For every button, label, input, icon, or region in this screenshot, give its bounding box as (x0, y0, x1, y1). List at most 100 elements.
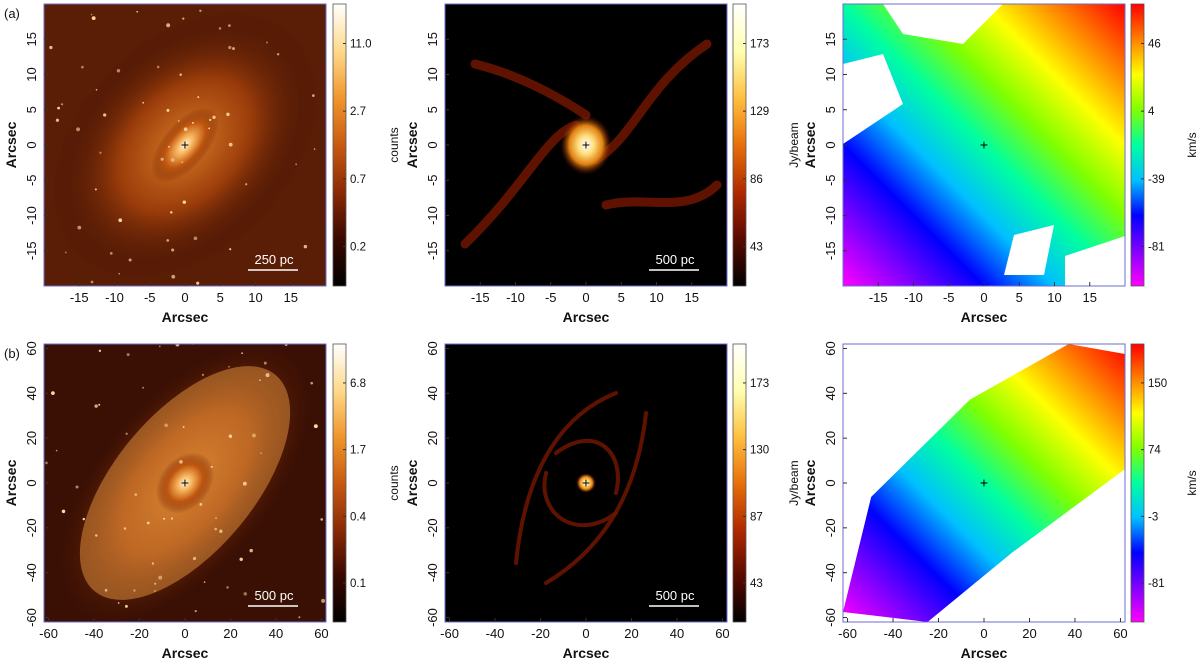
x-axis-label: Arcsec (563, 309, 610, 325)
y-tick-label: -40 (823, 563, 838, 582)
colorbar-tick-label: 173 (750, 378, 769, 390)
x-tick-label: 15 (685, 290, 699, 305)
x-tick-label: 40 (670, 626, 684, 641)
colorbar-tick-label: 43 (750, 242, 763, 254)
x-tick-label: -20 (531, 626, 550, 641)
y-tick-label: 10 (425, 67, 440, 81)
row-a-co-panel: + -15 -15 -10 -10 -5 -5 0 0 5 5 10 10 15 15 Arcsec Arcse… (404, 3, 801, 325)
y-tick-label: 15 (823, 32, 838, 46)
x-tick-label: -5 (943, 290, 955, 305)
velocity-image: + (843, 344, 1125, 622)
colorbar-label: Jy/beam (787, 460, 801, 505)
colorbar-tick-label: 0.7 (350, 174, 366, 186)
colorbar-tick-label: -39 (1148, 174, 1165, 186)
colorbar-tick-label: -3 (1148, 511, 1158, 523)
y-tick-label: -20 (24, 518, 39, 537)
colorbar-tick-label: 0.2 (350, 242, 366, 254)
colorbar (732, 343, 747, 623)
x-tick-label: -40 (486, 626, 505, 641)
x-tick-label: 60 (314, 626, 328, 641)
y-tick-label: 60 (425, 341, 440, 355)
x-tick-label: -40 (85, 626, 104, 641)
x-tick-label: 40 (269, 626, 283, 641)
center-marker: + (980, 137, 988, 153)
y-axis-label: Arcsec (404, 121, 420, 168)
row-a-label: (a) (4, 6, 20, 21)
x-tick-label: 40 (1068, 626, 1082, 641)
colorbar (1130, 343, 1145, 623)
x-tick-label: 15 (1083, 290, 1097, 305)
y-tick-label: 5 (823, 106, 838, 113)
y-tick-label: -60 (823, 608, 838, 627)
x-tick-label: -40 (884, 626, 903, 641)
y-axis-label: Arcsec (404, 459, 420, 506)
x-tick-label: -20 (130, 626, 149, 641)
colorbar-label: counts (387, 127, 401, 162)
row-a-optical-panel: + -15 -15 -10 -10 -5 -5 0 0 5 5 10 10 15 15 Arcsec Arcse… (3, 3, 401, 325)
co-image: + (445, 4, 727, 286)
y-tick-label: 40 (823, 386, 838, 400)
colorbar-tick-label: 4 (1148, 106, 1155, 118)
x-axis-label: Arcsec (162, 309, 209, 325)
y-tick-label: 15 (24, 32, 39, 46)
colorbar-tick-label: 1.7 (350, 445, 366, 457)
center-marker: + (582, 475, 590, 491)
x-tick-label: -60 (838, 626, 857, 641)
optical-image: + (44, 344, 326, 622)
y-tick-label: 0 (823, 479, 838, 486)
y-tick-label: 15 (425, 32, 440, 46)
y-tick-label: 0 (425, 479, 440, 486)
y-tick-label: 20 (823, 431, 838, 445)
x-tick-label: -10 (105, 290, 124, 305)
y-tick-label: -5 (823, 174, 838, 186)
colorbar-tick-label: 0.4 (350, 511, 367, 523)
center-marker: + (980, 475, 988, 491)
center-marker: + (181, 137, 189, 153)
center-marker: + (181, 475, 189, 491)
x-tick-label: 15 (284, 290, 298, 305)
x-axis-label: Arcsec (961, 645, 1008, 661)
y-axis-label: Arcsec (3, 459, 19, 506)
scale-bar-label: 500 pc (655, 588, 695, 603)
y-tick-label: 40 (425, 386, 440, 400)
y-tick-label: -15 (823, 241, 838, 260)
x-tick-label: 5 (618, 290, 625, 305)
row-a-velocity-panel: + -15 -15 -10 -10 -5 -5 0 0 5 5 10 10 15 15 Arcsec Arcse… (802, 3, 1199, 325)
scale-bar-label: 250 pc (254, 252, 294, 267)
y-tick-label: 0 (823, 141, 838, 148)
center-marker: + (582, 137, 590, 153)
row-b-optical-panel: + -60-60 -40 -40 -20 -20 0 0 20 20 40 40 60 60 Arcsec A… (3, 341, 401, 661)
colorbar-label: km/s (1185, 470, 1199, 495)
y-tick-label: 10 (823, 67, 838, 81)
x-axis-label: Arcsec (961, 309, 1008, 325)
colorbar-label: km/s (1185, 132, 1199, 157)
y-tick-label: -60 (425, 608, 440, 627)
x-tick-label: -60 (39, 626, 58, 641)
scale-bar-label: 500 pc (254, 588, 294, 603)
x-tick-label: -20 (929, 626, 948, 641)
x-tick-label: 5 (1016, 290, 1023, 305)
y-tick-label: 5 (425, 106, 440, 113)
optical-image: + (44, 4, 326, 286)
y-tick-label: 20 (425, 431, 440, 445)
x-axis-label: Arcsec (162, 645, 209, 661)
colorbar (732, 3, 747, 287)
y-tick-label: -20 (425, 518, 440, 537)
colorbar-tick-label: 150 (1148, 378, 1167, 390)
y-tick-label: -40 (425, 563, 440, 582)
x-tick-label: 20 (1022, 626, 1036, 641)
colorbar-tick-label: -81 (1148, 242, 1165, 254)
colorbar-tick-label: 129 (750, 106, 769, 118)
x-tick-label: -15 (70, 290, 89, 305)
x-tick-label: 10 (248, 290, 262, 305)
x-tick-label: -10 (506, 290, 525, 305)
colorbar (332, 343, 347, 623)
y-tick-label: 0 (24, 479, 39, 486)
y-tick-label: 60 (24, 341, 39, 355)
colorbar-tick-label: 46 (1148, 38, 1161, 50)
x-tick-label: 5 (217, 290, 224, 305)
y-tick-label: -5 (425, 174, 440, 186)
row-b-velocity-panel: + -60-60 -40 -40 -20 -20 0 0 20 20 40 40 60 60 Arcsec A… (802, 341, 1199, 661)
x-tick-label: 10 (649, 290, 663, 305)
